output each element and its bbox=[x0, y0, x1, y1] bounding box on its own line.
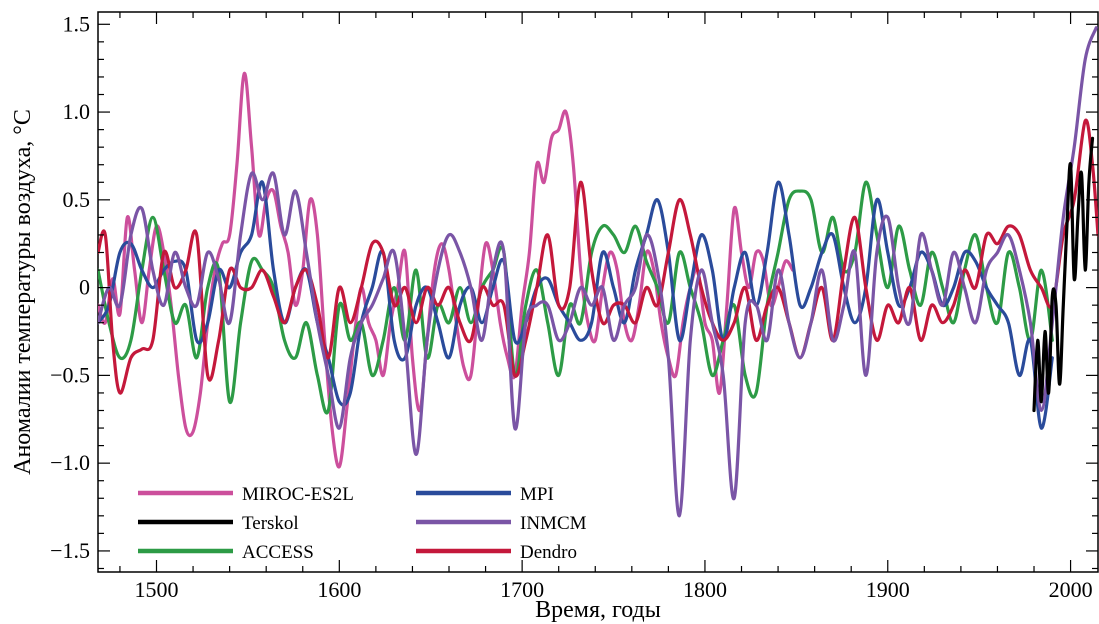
plot-frame bbox=[97, 11, 1099, 573]
x-tick-labels: 1500 1600 1700 1800 1900 2000 bbox=[135, 577, 1093, 602]
y-tick-label: −1.0 bbox=[50, 450, 90, 475]
x-tick-label: 1500 bbox=[135, 577, 179, 602]
series-line-terskol bbox=[1032, 136, 1095, 413]
x-tick-label: 1700 bbox=[500, 577, 544, 602]
legend-label: Terskol bbox=[242, 513, 299, 534]
y-tick-labels: −1.5 −1.0 −0.5 0 0.5 1.0 1.5 bbox=[50, 11, 90, 563]
y-tick-label: 0 bbox=[79, 275, 90, 300]
y-tick-label: 0.5 bbox=[63, 187, 91, 212]
y-tick-label: 1.0 bbox=[63, 99, 91, 124]
x-tick-label: 1900 bbox=[866, 577, 910, 602]
x-tick-label: 2000 bbox=[1049, 577, 1093, 602]
legend-label: MIROC-ES2L bbox=[242, 484, 354, 505]
y-axis-title: Аномалии температуры воздуха, °C bbox=[10, 109, 36, 475]
x-tick-label: 1600 bbox=[317, 577, 361, 602]
legend-label: MPI bbox=[520, 484, 554, 505]
series-layer bbox=[98, 26, 1098, 518]
x-tick-label: 1800 bbox=[683, 577, 727, 602]
legend-label: Dendro bbox=[520, 542, 577, 563]
legend-label: INMCM bbox=[520, 513, 587, 534]
legend-label: ACCESS bbox=[242, 542, 314, 563]
series-line-dendro bbox=[98, 118, 1098, 395]
y-tick-label: −1.5 bbox=[50, 538, 90, 563]
legend: MIROC-ES2L MPI Terskol INMCM ACCESS Dendro bbox=[138, 484, 587, 563]
series-line-inmcm bbox=[98, 26, 1098, 518]
ticks-layer bbox=[98, 12, 1098, 572]
y-tick-label: −0.5 bbox=[50, 362, 90, 387]
y-tick-label: 1.5 bbox=[63, 11, 91, 36]
x-axis-title: Время, годы bbox=[535, 597, 661, 623]
